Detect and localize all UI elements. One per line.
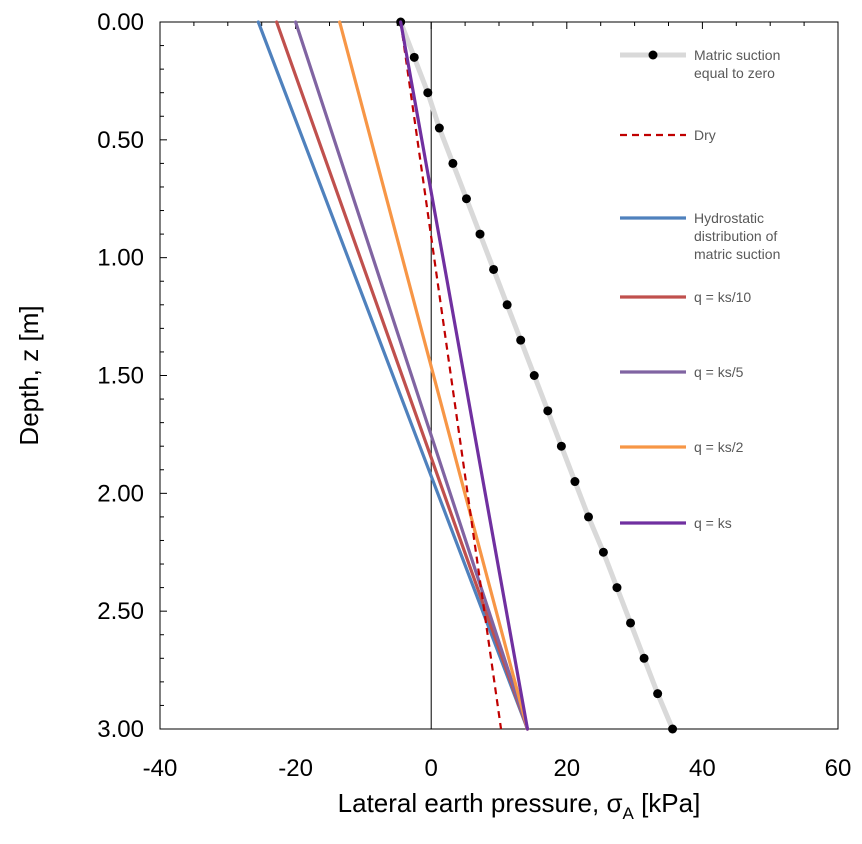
series-line	[399, 20, 530, 731]
x-tick-label: -40	[143, 755, 178, 782]
legend-label: Matric suction	[694, 47, 780, 63]
x-axis-title: Lateral earth pressure, σA [kPa]	[338, 788, 701, 823]
y-tick-label: 0.50	[97, 127, 144, 154]
legend-marker	[648, 50, 658, 60]
x-axis-title-unit: [kPa]	[634, 788, 700, 818]
x-tick-label: 20	[553, 755, 580, 782]
axis-ticks: -40 -20 0 20 40 60 0.00 0.50 1.00 1.50 2.00 2.50 3.0…	[97, 9, 851, 782]
data-point	[529, 371, 539, 380]
series-line	[399, 21, 503, 730]
legend-label: matric suction	[694, 246, 780, 262]
data-point	[475, 229, 485, 239]
x-axis-title-subscript: A	[623, 804, 635, 823]
legend-label: q = ks	[694, 515, 732, 531]
data-point	[489, 264, 499, 274]
legend-label: q = ks/5	[694, 364, 744, 380]
y-tick-label: 1.50	[97, 363, 144, 390]
x-tick-label: 60	[825, 755, 852, 782]
data-point	[434, 123, 444, 133]
y-tick-label: 1.00	[97, 245, 144, 272]
legend-label: distribution of	[694, 228, 777, 244]
x-tick-label: -20	[278, 755, 313, 782]
legend-label: q = ks/10	[694, 289, 751, 305]
x-tick-label: 0	[425, 755, 438, 782]
series-layer	[256, 17, 678, 734]
x-tick-label: 40	[689, 755, 716, 782]
data-point	[668, 724, 678, 734]
data-point	[502, 300, 512, 310]
series-line	[294, 20, 530, 731]
series-line	[275, 20, 530, 731]
data-point	[448, 158, 458, 168]
series-line	[338, 20, 530, 731]
data-point	[653, 689, 663, 699]
data-point	[461, 194, 471, 204]
data-point	[639, 653, 649, 663]
series-line	[256, 20, 530, 731]
data-point	[556, 441, 566, 451]
y-tick-label: 3.00	[97, 716, 144, 743]
legend-label: Dry	[694, 127, 716, 143]
legend-label: Hydrostatic	[694, 210, 764, 226]
data-point	[543, 406, 553, 416]
data-point	[626, 618, 636, 628]
y-tick-label: 2.50	[97, 598, 144, 625]
data-point	[570, 477, 580, 487]
data-point	[598, 547, 608, 557]
y-tick-label: 0.00	[97, 9, 144, 36]
y-axis-title: Depth, z [m]	[14, 305, 44, 445]
y-tick-label: 2.00	[97, 480, 144, 507]
legend-label: q = ks/2	[694, 439, 744, 455]
data-point	[516, 335, 526, 345]
data-point	[409, 52, 419, 62]
data-point	[423, 88, 433, 98]
data-point	[583, 512, 593, 522]
legend: Matric suction equal to zero Dry Hydrostati…	[620, 47, 780, 531]
legend-label: equal to zero	[694, 65, 775, 81]
x-axis-title-main: Lateral earth pressure, σ	[338, 788, 623, 818]
data-point	[612, 583, 622, 593]
